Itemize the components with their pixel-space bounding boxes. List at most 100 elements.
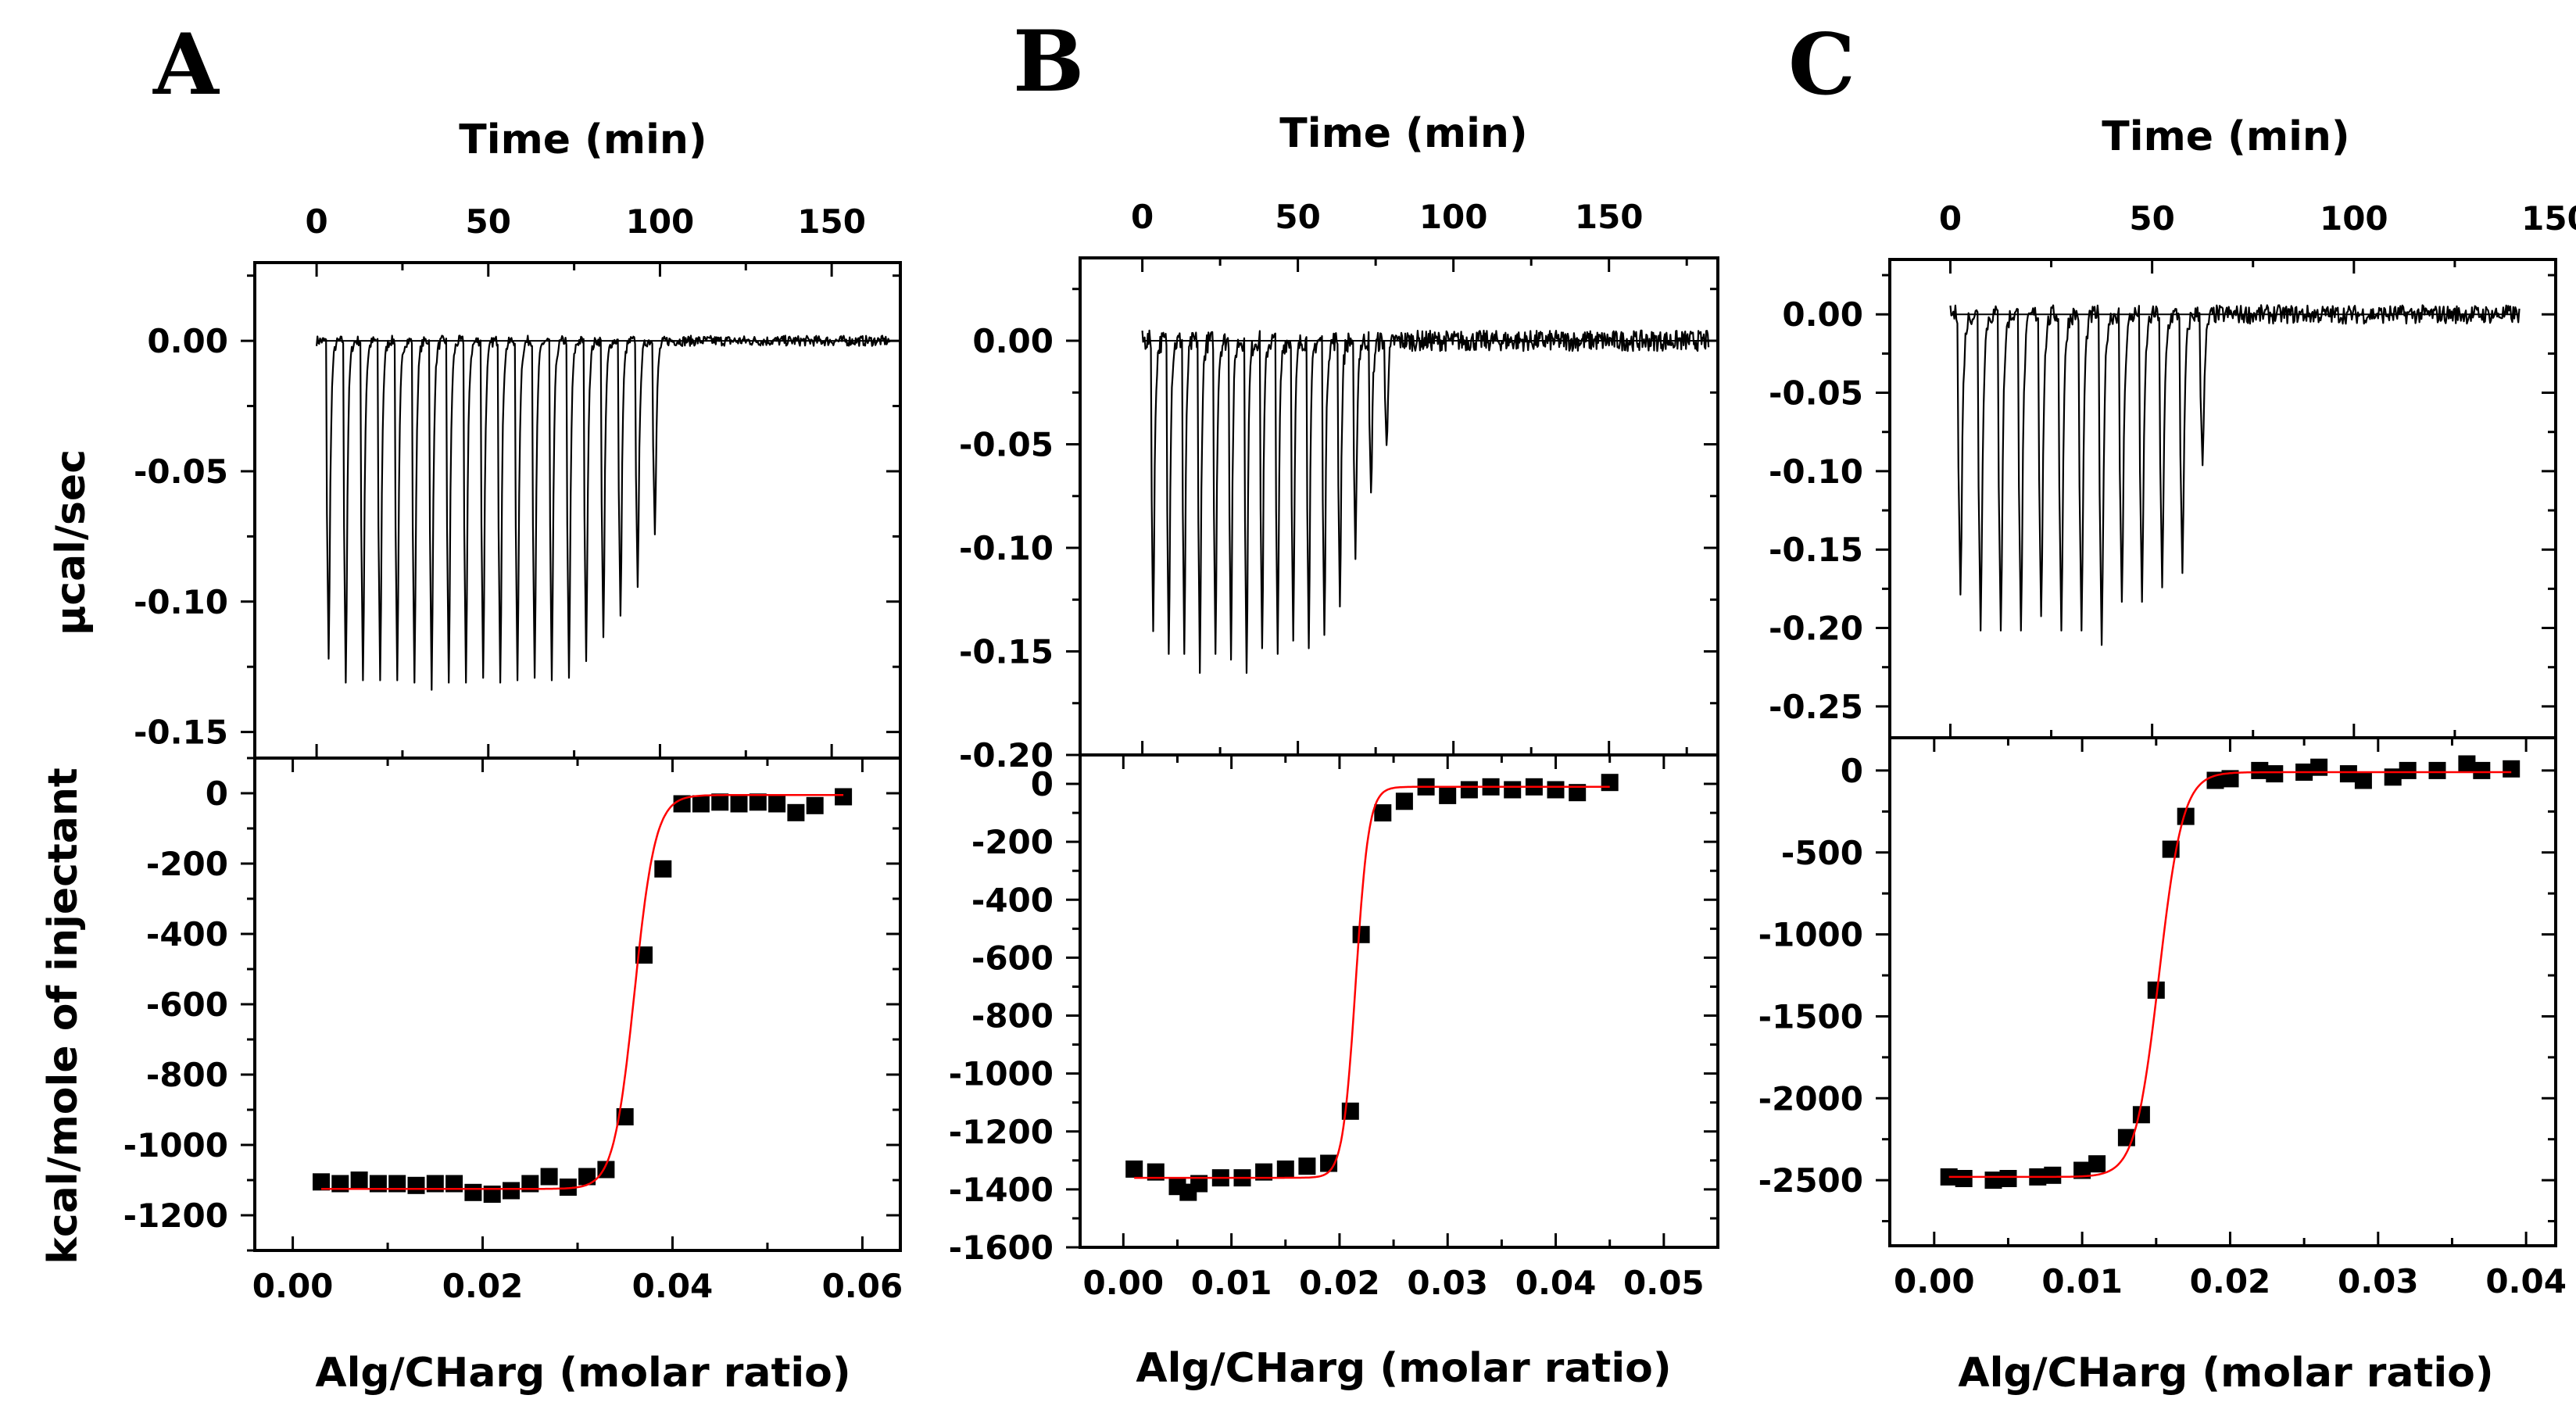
plot-layer: 0 50 100 150 0.00 -0.05 -0.10 -0.15 0.00 0.02 0.04… — [123, 198, 2576, 1305]
panel-a-isotherm-y-tick-label: 0 — [206, 774, 228, 813]
panel-c-isotherm-x-tick-label: 0.03 — [2338, 1262, 2419, 1300]
panel-a-isotherm-x-tick-label: 0.06 — [822, 1267, 903, 1305]
panel-b-isotherm-data-point — [1504, 781, 1522, 799]
panel-a-isotherm-data-point — [464, 1183, 482, 1201]
panel-a-isotherm-data-point — [692, 795, 710, 813]
panel-c-isotherm-data-point — [1999, 1170, 2017, 1187]
panel-a-thermogram-frame — [253, 261, 902, 760]
enthalpy-axis-title: kcal/mole of injectant — [40, 767, 87, 1264]
panel-a-isotherm-data-point — [503, 1182, 520, 1200]
panel-a-isotherm-data-point — [616, 1108, 634, 1125]
panel-c-isotherm-data-point — [2177, 807, 2195, 825]
panel-c-isotherm-data-point — [2339, 765, 2357, 783]
panel-b-thermogram-y-tick-label: -0.05 — [959, 426, 1054, 464]
panel-a-isotherm-data-point — [407, 1176, 425, 1194]
panel-c-thermogram-x-tick-label: 50 — [2129, 199, 2174, 238]
panel-b-isotherm-y-tick-label: -800 — [971, 997, 1054, 1036]
panel-a-isotherm-data-point — [578, 1168, 596, 1186]
panel-a-thermogram-x-tick-label: 50 — [466, 202, 511, 241]
ratio-axis-title-b: Alg/CHarg (molar ratio) — [1136, 1345, 1671, 1392]
time-axis-title-c: Time (min) — [2102, 113, 2349, 160]
panel-b-isotherm-x-tick-label: 0.03 — [1407, 1264, 1488, 1302]
panel-a-thermogram-x-tick-label: 100 — [626, 202, 695, 241]
panel-c-isotherm-data-point — [2147, 981, 2165, 999]
panel-b-isotherm-x-tick-label: 0.02 — [1299, 1264, 1380, 1302]
panel-b-isotherm-y-tick-label: -600 — [971, 939, 1054, 977]
panel-b-isotherm-data-point — [1352, 925, 1370, 943]
panel-a-thermogram-x-tick-label: 0 — [305, 202, 327, 241]
panel-b-isotherm-y-tick-label: -400 — [971, 881, 1054, 919]
panel-a-isotherm-y-tick-label: -600 — [146, 986, 228, 1024]
time-axis-title-b: Time (min) — [1279, 110, 1527, 157]
panel-c-isotherm-data-point — [2206, 771, 2224, 789]
panel-c-isotherm-y-tick-label: 0 — [1841, 752, 1863, 790]
panel-b-isotherm-data-point — [1125, 1160, 1143, 1178]
panel-b-isotherm-x-tick-label: 0.00 — [1083, 1264, 1165, 1302]
panel-c-isotherm-x-tick-label: 0.00 — [1894, 1262, 1975, 1300]
panel-b-isotherm-x-tick-label: 0.05 — [1623, 1264, 1705, 1302]
ratio-axis-title-a: Alg/CHarg (molar ratio) — [315, 1350, 850, 1397]
panel-b-isotherm-y-tick-label: -1200 — [949, 1113, 1054, 1151]
panel-b-isotherm-frame — [1079, 753, 1719, 1249]
panel-b-isotherm-data-point — [1439, 786, 1457, 804]
panel-c-isotherm-x-tick-label: 0.04 — [2485, 1262, 2567, 1300]
panel-a-isotherm-data-point — [559, 1179, 577, 1196]
panel-b-isotherm-data-point — [1190, 1175, 1208, 1193]
panel-b-thermogram-x-tick-label: 100 — [1419, 198, 1488, 236]
ratio-axis-title-c: Alg/CHarg (molar ratio) — [1958, 1350, 2493, 1397]
panel-c-isotherm-data-point — [2266, 765, 2284, 783]
panel-a-isotherm-data-point — [673, 795, 691, 813]
panel-a-isotherm-data-point — [711, 793, 729, 811]
panel-a-isotherm-data-point — [540, 1168, 558, 1186]
panel-a-isotherm-y-tick-label: -1000 — [123, 1126, 228, 1164]
panel-c-isotherm-data-point — [2473, 761, 2491, 779]
panel-label-b: B — [1013, 13, 1084, 111]
panel-a-thermogram-y-tick-label: -0.15 — [134, 714, 228, 752]
panel-b-isotherm-data-point — [1395, 792, 1413, 810]
panel-c-isotherm-data-point — [2458, 755, 2476, 773]
panel-a-isotherm-y-tick-label: -400 — [146, 915, 228, 953]
panel-a-thermogram-x-tick-label: 150 — [797, 202, 866, 241]
panel-b-isotherm-data-point — [1276, 1160, 1294, 1178]
panel-a-isotherm-data-point — [654, 860, 672, 878]
panel-c-isotherm-data-point — [2132, 1106, 2150, 1124]
panel-c-isotherm-y-tick-label: -2000 — [1758, 1079, 1863, 1118]
panel-b-isotherm-y-tick-label: -200 — [971, 823, 1054, 861]
panel-b-isotherm-x-tick-label: 0.01 — [1191, 1264, 1272, 1302]
panel-c-thermogram-y-tick-label: -0.05 — [1769, 374, 1863, 413]
panel-b-isotherm-y-tick-label: -1600 — [949, 1229, 1054, 1267]
panel-b-thermogram-heat-trace — [1141, 329, 1710, 674]
panel-c-thermogram-heat-trace — [1949, 304, 2521, 646]
panel-a-thermogram-y-tick-label: -0.10 — [134, 583, 228, 621]
panel-b-isotherm-y-tick-label: 0 — [1031, 765, 1054, 803]
panel-c-isotherm-data-point — [2073, 1161, 2091, 1179]
panel-label-c: C — [1788, 16, 1855, 114]
panel-b-thermogram-x-tick-label: 50 — [1275, 198, 1320, 236]
panel-c-thermogram-y-tick-label: -0.10 — [1769, 453, 1863, 491]
panel-a-isotherm-data-point — [787, 803, 805, 821]
panel-a-isotherm-x-tick-label: 0.02 — [442, 1267, 524, 1305]
panel-c-thermogram-frame — [1888, 258, 2557, 739]
panel-b-thermogram-y-tick-label: -0.20 — [959, 736, 1054, 774]
panel-c-isotherm-y-tick-label: -1000 — [1758, 916, 1863, 954]
panel-c-isotherm-data-point — [1955, 1170, 1973, 1187]
panel-b-isotherm-data-point — [1569, 784, 1587, 802]
panel-c-isotherm-x-tick-label: 0.02 — [2190, 1262, 2271, 1300]
panel-label-a: A — [152, 16, 220, 114]
panel-a-isotherm-data-point — [768, 795, 786, 813]
panel-c-isotherm-y-tick-label: -500 — [1781, 834, 1863, 872]
panel-a-isotherm-x-tick-label: 0.00 — [252, 1267, 334, 1305]
panel-a-isotherm-fit-curve — [321, 794, 844, 1190]
panel-c-isotherm-data-point — [2310, 758, 2328, 776]
panel-a-isotherm-y-tick-label: -1200 — [123, 1197, 228, 1235]
panel-c-thermogram-y-tick-label: 0.00 — [1782, 295, 1863, 334]
heat-rate-axis-title: µcal/sec — [48, 449, 95, 635]
panel-c-thermogram-x-tick-label: 100 — [2320, 199, 2388, 238]
panel-a-thermogram-y-tick-label: -0.05 — [134, 453, 228, 491]
panel-a-isotherm-data-point — [749, 793, 767, 811]
panel-c-isotherm-data-point — [2503, 760, 2521, 778]
panel-b-isotherm-x-tick-label: 0.04 — [1515, 1264, 1597, 1302]
panel-b-isotherm-fit-curve — [1134, 785, 1610, 1179]
panel-c-isotherm-data-point — [1984, 1172, 2002, 1189]
panel-a-isotherm-data-point — [730, 795, 748, 813]
